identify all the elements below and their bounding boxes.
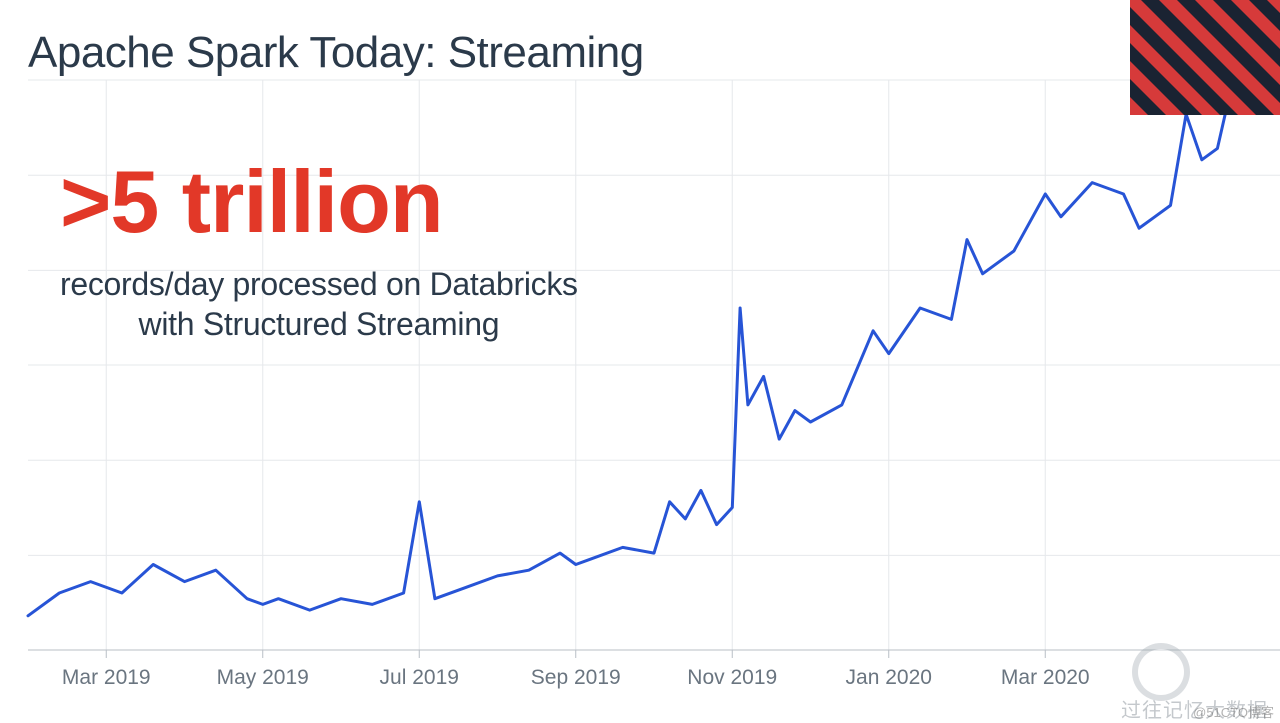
attribution-text: @51CTO博客 (1193, 702, 1274, 721)
line-chart: Mar 2019 May 2019 Jul 2019 Sep 2019 Nov 2019… (0, 0, 1280, 723)
watermark-avatar (1132, 643, 1190, 701)
slide-title: Apache Spark Today: Streaming (28, 28, 644, 78)
svg-text:Jan 2020: Jan 2020 (846, 666, 932, 689)
callout-subtext: records/day processed on Databricks with… (60, 264, 578, 344)
corner-logo (1130, 0, 1280, 115)
svg-text:Sep 2019: Sep 2019 (531, 666, 621, 689)
svg-text:Mar 2020: Mar 2020 (1001, 666, 1090, 689)
callout-headline: >5 trillion (60, 158, 578, 246)
svg-text:Nov 2019: Nov 2019 (687, 666, 777, 689)
svg-text:May 2019: May 2019 (217, 666, 309, 689)
svg-text:Jul 2019: Jul 2019 (380, 666, 459, 689)
svg-text:Mar 2019: Mar 2019 (62, 666, 151, 689)
callout-block: >5 trillion records/day processed on Dat… (60, 158, 578, 344)
